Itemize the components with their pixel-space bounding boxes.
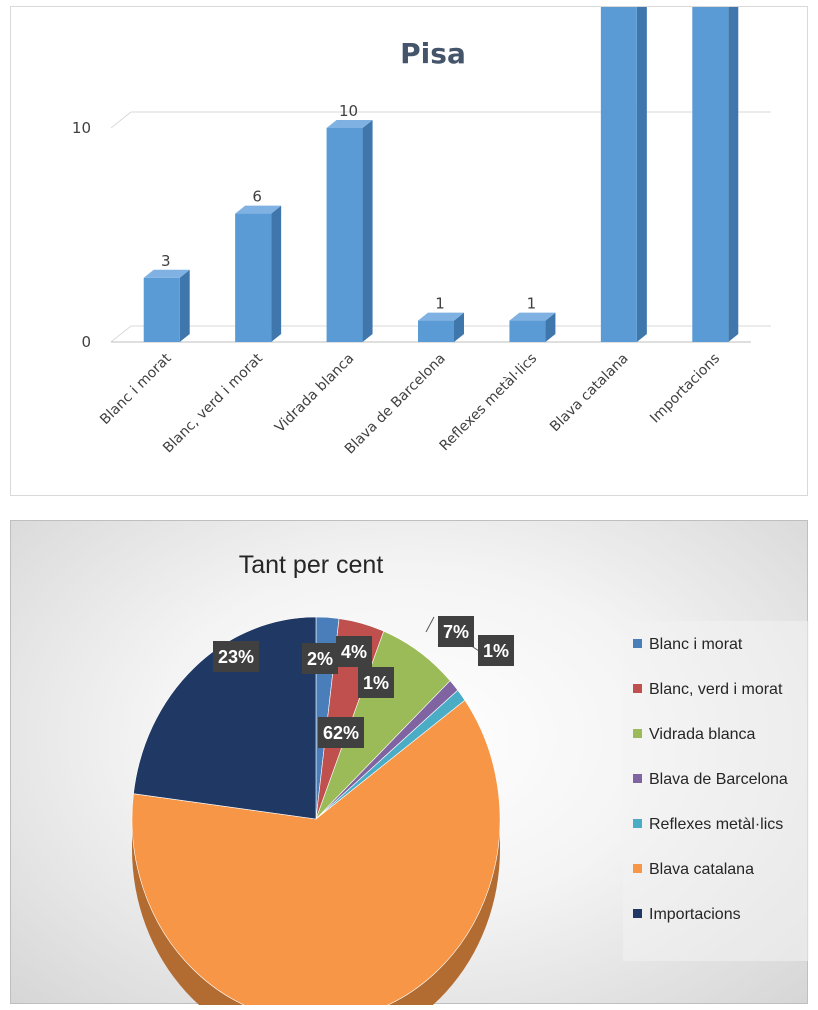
- bar-data-label: 1: [435, 295, 445, 313]
- legend-swatch: [633, 639, 642, 648]
- bar: [326, 120, 373, 342]
- bar-data-label: 3: [161, 252, 171, 270]
- pie-percent-label: 23%: [218, 647, 254, 667]
- x-category-label: Importacions: [647, 351, 723, 427]
- pie-slice: [131, 699, 501, 1005]
- legend-swatch: [633, 684, 642, 693]
- label-box: [438, 616, 474, 647]
- bar-chart-title: Pisa: [400, 37, 466, 70]
- gridline-wall: [110, 111, 132, 129]
- pie-slice: [133, 616, 317, 820]
- bar: [600, 7, 647, 342]
- bar: [418, 312, 464, 342]
- bar-top: [418, 312, 464, 321]
- legend-label: Blava de Barcelona: [649, 771, 788, 788]
- legend-label: Blanc i morat: [649, 636, 743, 653]
- bar-front: [418, 320, 454, 342]
- leader-line: [425, 616, 435, 633]
- bar: [509, 312, 556, 342]
- legend-label: Vidrada blanca: [649, 726, 756, 743]
- label-box: [336, 636, 372, 667]
- pie-data-label: 2%: [302, 643, 338, 674]
- bar-data-label: 6: [252, 188, 262, 206]
- pie-data-label: 1%: [478, 635, 514, 666]
- gridline-wall: [110, 325, 132, 343]
- bar-front: [600, 7, 637, 342]
- pie-chart-title: Tant per cent: [239, 551, 384, 579]
- x-category-label: Blava catalana: [547, 351, 632, 436]
- bar-side: [271, 205, 282, 342]
- x-category-label: Reflexes metàl·lics: [437, 351, 541, 455]
- bar-side: [545, 312, 556, 342]
- legend-swatch: [633, 729, 642, 738]
- pie-data-label: 1%: [358, 667, 394, 698]
- x-category-label: Vidrada blanca: [272, 351, 357, 436]
- bar-front: [509, 320, 546, 342]
- label-box: [358, 667, 394, 698]
- pie-legend: Blanc i morat Blanc, verd i morat Vidrada …: [623, 621, 809, 961]
- pie-slices: [131, 616, 501, 1005]
- bar: [143, 269, 190, 342]
- pie-data-label: 23%: [213, 641, 259, 672]
- bar-top: [235, 205, 282, 214]
- pie-chart-panel: Tant per cent 2% 4% 7% 1% 1% 62% 23% Blanc i mo…: [10, 520, 809, 1005]
- legend-swatch: [633, 909, 642, 918]
- bar-chart: Pisa 01020304050607080903Blanc i morat6B…: [72, 7, 771, 458]
- pie-percent-label: 7%: [443, 622, 469, 642]
- x-category-label: Blanc i morat: [97, 350, 175, 428]
- x-category-label: Blava de Barcelona: [342, 351, 449, 458]
- label-box: [213, 641, 259, 672]
- bar: [235, 205, 282, 342]
- bar-data-label: 10: [339, 102, 358, 120]
- legend-swatch: [633, 864, 642, 873]
- legend-label: Reflexes metàl·lics: [649, 816, 783, 833]
- bar-side: [728, 7, 739, 342]
- legend-background: [623, 621, 809, 961]
- bar-top: [326, 120, 373, 128]
- y-tick-label: 0: [81, 333, 91, 351]
- bar-top: [509, 312, 556, 321]
- label-box: [318, 717, 364, 748]
- pie-percent-label: 62%: [323, 723, 359, 743]
- legend-swatch: [633, 774, 642, 783]
- bar-chart-panel: Pisa 01020304050607080903Blanc i morat6B…: [10, 6, 808, 496]
- bar-data-label: 1: [527, 295, 537, 313]
- label-box: [478, 635, 514, 666]
- pie-percent-label: 2%: [307, 649, 333, 669]
- legend-label: Blanc, verd i morat: [649, 681, 783, 698]
- bar: [692, 7, 739, 342]
- bar-top: [143, 269, 190, 278]
- bar-front: [143, 277, 180, 342]
- pie-percent-label: 1%: [363, 673, 389, 693]
- bar-side: [362, 120, 373, 342]
- pie-chart: Tant per cent 2% 4% 7% 1% 1% 62% 23% Blanc i mo…: [131, 551, 809, 1005]
- y-tick-label: 10: [72, 119, 91, 137]
- pie-data-label: 7%: [438, 616, 474, 647]
- pie-data-label: 62%: [318, 717, 364, 748]
- pie-data-label: 4%: [336, 636, 372, 667]
- pie-percent-label: 4%: [341, 642, 367, 662]
- bar-front: [326, 128, 363, 342]
- legend-label: Blava catalana: [649, 861, 754, 878]
- bar-side: [454, 312, 464, 342]
- pie-percent-label: 1%: [483, 641, 509, 661]
- bar-front: [235, 213, 272, 342]
- label-box: [302, 643, 338, 674]
- legend-label: Importacions: [649, 906, 741, 923]
- bar-front: [692, 7, 729, 342]
- x-category-label: Blanc, verd i morat: [160, 350, 266, 456]
- bar-side: [636, 7, 647, 342]
- bar-side: [179, 269, 190, 342]
- legend-swatch: [633, 819, 642, 828]
